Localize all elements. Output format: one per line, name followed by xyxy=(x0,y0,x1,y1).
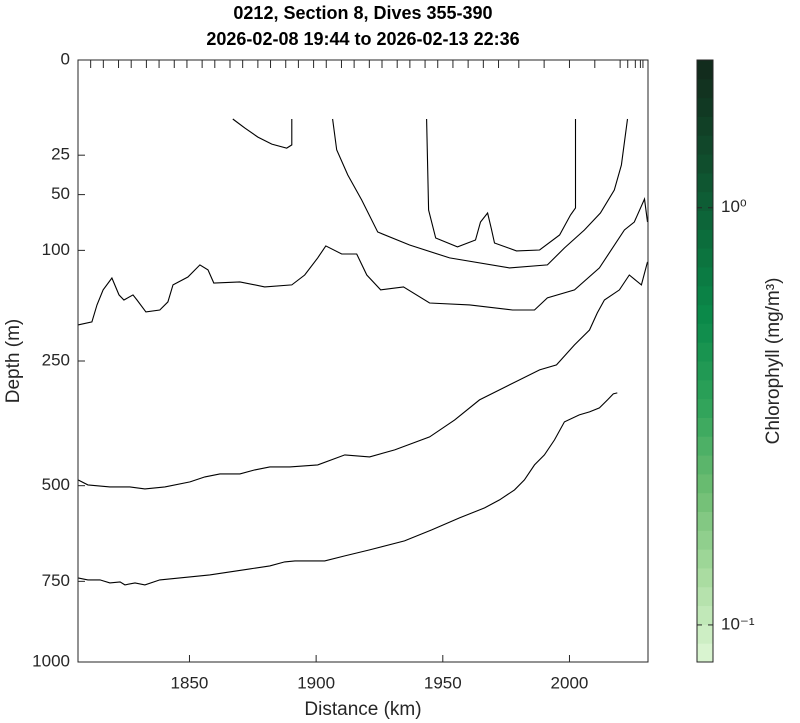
y-tick-label: 500 xyxy=(42,475,70,494)
y-tick-label: 100 xyxy=(42,240,70,259)
colorbar-tick-label: 10⁻¹ xyxy=(721,614,755,633)
colorbar-band xyxy=(697,605,713,625)
colorbar-band xyxy=(697,436,713,456)
plot-frame xyxy=(77,59,649,663)
y-tick-label: 250 xyxy=(42,350,70,369)
y-tick-label: 25 xyxy=(51,145,70,164)
colorbar-band xyxy=(697,154,713,174)
chart-subtitle: 2026-02-08 19:44 to 2026-02-13 22:36 xyxy=(206,29,519,49)
colorbar-band xyxy=(697,210,713,230)
colorbar-band xyxy=(697,379,713,400)
contour-line xyxy=(77,392,618,586)
colorbar-band xyxy=(697,285,713,306)
colorbar-band xyxy=(697,417,713,437)
colorbar-band xyxy=(697,78,713,99)
contour-line xyxy=(426,118,577,252)
colorbar-band xyxy=(697,116,713,136)
y-tick-label: 750 xyxy=(42,571,70,590)
colorbar-tick-label: 10⁰ xyxy=(721,197,747,216)
x-tick-label: 2000 xyxy=(551,673,589,692)
colorbar-band xyxy=(697,342,713,362)
colorbar-band xyxy=(697,511,713,531)
y-axis-label: Depth (m) xyxy=(3,319,24,403)
contour-line xyxy=(77,261,649,490)
contour-line xyxy=(332,118,629,269)
colorbar-band xyxy=(697,643,713,663)
colorbar-band xyxy=(697,266,713,287)
contour-line xyxy=(77,196,649,326)
colorbar-label: Chlorophyll (mg/m³) xyxy=(763,278,784,445)
colorbar-band xyxy=(697,624,713,644)
colorbar-band xyxy=(697,60,713,80)
colorbar-band xyxy=(697,191,713,211)
colorbar-band xyxy=(697,323,713,343)
colorbar-band xyxy=(697,398,713,418)
colorbar-frame xyxy=(696,59,714,663)
y-tick-label: 50 xyxy=(51,184,70,203)
colorbar-band xyxy=(697,586,713,607)
colorbar-band xyxy=(697,97,713,117)
colorbar-band xyxy=(697,455,713,475)
colorbar-band xyxy=(697,492,713,512)
colorbar-band xyxy=(697,530,713,550)
chart-title: 0212, Section 8, Dives 355-390 xyxy=(233,3,492,23)
x-tick-label: 1900 xyxy=(297,673,335,692)
x-tick-label: 1950 xyxy=(424,673,462,692)
colorbar-band xyxy=(697,229,713,249)
colorbar-band xyxy=(697,135,713,155)
colorbar-band xyxy=(697,549,713,569)
colorbar-band xyxy=(697,473,713,494)
colorbar-band xyxy=(697,304,713,324)
colorbar-band xyxy=(697,361,713,381)
colorbar-band xyxy=(697,567,713,588)
colorbar-band xyxy=(697,172,713,193)
colorbar-band xyxy=(697,248,713,268)
y-tick-label: 0 xyxy=(61,49,70,68)
x-tick-label: 1850 xyxy=(171,673,209,692)
x-axis-label: Distance (km) xyxy=(304,699,421,720)
contour-line xyxy=(232,118,293,149)
y-tick-label: 1000 xyxy=(32,651,70,670)
